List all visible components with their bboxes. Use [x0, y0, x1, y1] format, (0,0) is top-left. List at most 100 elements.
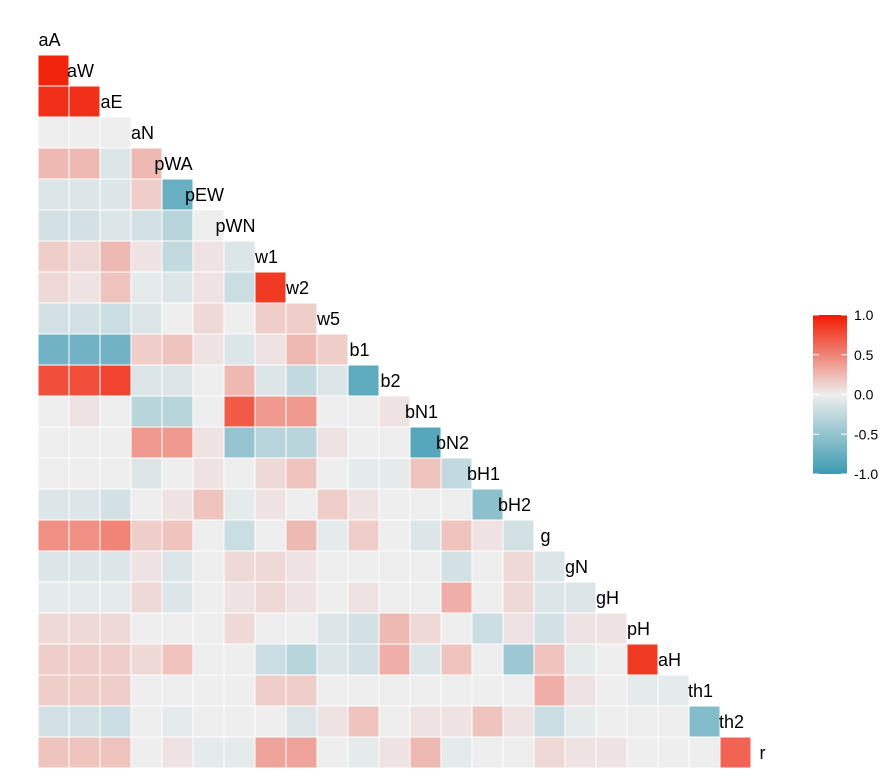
- heatmap-cell-b1-aA: [37, 333, 70, 366]
- heatmap-cell-w5-aW: [68, 302, 101, 335]
- heatmap-cell-pH-gN: [564, 612, 597, 645]
- heatmap-cell-th1-pWA: [161, 674, 194, 707]
- heatmap-cell-w5-pEW: [192, 302, 225, 335]
- heatmap-cell-w5-aN: [130, 302, 163, 335]
- heatmap-cell-g-w1: [254, 519, 287, 552]
- heatmap-cell-gH-b2: [378, 581, 411, 614]
- heatmap-cell-gH-w1: [254, 581, 287, 614]
- heatmap-cell-gN-w1: [254, 550, 287, 583]
- heatmap-cell-gH-aN: [130, 581, 163, 614]
- heatmap-cell-aE-aA: [37, 85, 70, 118]
- heatmap-cell-bH1-b1: [347, 457, 380, 490]
- heatmap-cell-bH2-aN: [130, 488, 163, 521]
- heatmap-cell-b1-pWN: [223, 333, 256, 366]
- heatmap-cell-w2-aA: [37, 271, 70, 304]
- heatmap-cell-bN2-w1: [254, 426, 287, 459]
- heatmap-cell-b2-w1: [254, 364, 287, 397]
- heatmap-cell-th2-aH: [657, 705, 690, 738]
- heatmap-cell-aH-pEW: [192, 643, 225, 676]
- heatmap-cell-w2-pWN: [223, 271, 256, 304]
- heatmap-cell-bN1-b1: [347, 395, 380, 428]
- variable-label-b1: b1: [349, 340, 369, 360]
- variable-label-r: r: [760, 743, 766, 763]
- heatmap-cell-bH2-w2: [285, 488, 318, 521]
- heatmap-cell-th1-aA: [37, 674, 70, 707]
- heatmap-cell-aH-pWN: [223, 643, 256, 676]
- heatmap-cell-r-th2: [719, 736, 752, 769]
- variable-label-aW: aW: [67, 61, 94, 81]
- heatmap-cell-aH-bH2: [502, 643, 535, 676]
- variable-label-aH: aH: [658, 650, 681, 670]
- heatmap-cell-gN-bH1: [471, 550, 504, 583]
- heatmap-cell-aH-b1: [347, 643, 380, 676]
- heatmap-cell-w1-pWN: [223, 240, 256, 273]
- heatmap-cell-aH-bH1: [471, 643, 504, 676]
- heatmap-cell-r-w1: [254, 736, 287, 769]
- heatmap-cell-aH-w5: [316, 643, 349, 676]
- heatmap-cell-gH-b1: [347, 581, 380, 614]
- heatmap-cell-r-bN2: [440, 736, 473, 769]
- heatmap-cell-gN-b2: [378, 550, 411, 583]
- heatmap-cell-bN1-aA: [37, 395, 70, 428]
- heatmap-cell-th2-bH1: [471, 705, 504, 738]
- heatmap-cell-pWN-aW: [68, 209, 101, 242]
- heatmap-cell-g-bH1: [471, 519, 504, 552]
- heatmap-cell-bH1-aN: [130, 457, 163, 490]
- heatmap-cell-gN-w5: [316, 550, 349, 583]
- heatmap-cell-bH2-pEW: [192, 488, 225, 521]
- heatmap-cell-th1-aE: [99, 674, 132, 707]
- heatmap-cell-b2-w5: [316, 364, 349, 397]
- heatmap-cell-aH-aA: [37, 643, 70, 676]
- heatmap-cell-bN2-w2: [285, 426, 318, 459]
- heatmap-cell-bN2-w5: [316, 426, 349, 459]
- heatmap-cell-bN1-w2: [285, 395, 318, 428]
- heatmap-cell-bH1-aE: [99, 457, 132, 490]
- heatmap-cell-r-w2: [285, 736, 318, 769]
- heatmap-cell-w1-aN: [130, 240, 163, 273]
- heatmap-cell-gN-pWN: [223, 550, 256, 583]
- heatmap-cell-aW-aA: [37, 54, 70, 87]
- heatmap-cell-gH-w5: [316, 581, 349, 614]
- heatmap-cell-r-pWA: [161, 736, 194, 769]
- heatmap-cell-th1-bN2: [440, 674, 473, 707]
- heatmap-cell-pEW-aE: [99, 178, 132, 211]
- heatmap-cell-b2-pEW: [192, 364, 225, 397]
- heatmap-cell-aH-g: [533, 643, 566, 676]
- heatmap-cell-pH-aE: [99, 612, 132, 645]
- heatmap-cell-pWN-pWA: [161, 209, 194, 242]
- heatmap-cell-pH-aA: [37, 612, 70, 645]
- heatmap-cell-g-aA: [37, 519, 70, 552]
- heatmap-cell-w1-pEW: [192, 240, 225, 273]
- heatmap-cell-w5-aE: [99, 302, 132, 335]
- heatmap-cell-g-bN1: [409, 519, 442, 552]
- heatmap-cell-bN1-pEW: [192, 395, 225, 428]
- heatmap-cell-th1-w2: [285, 674, 318, 707]
- heatmap-cell-bN1-w5: [316, 395, 349, 428]
- heatmap-cell-pH-b1: [347, 612, 380, 645]
- legend-tick-label: 1.0: [854, 307, 874, 323]
- heatmap-cell-w2-aE: [99, 271, 132, 304]
- heatmap-cell-pWA-aA: [37, 147, 70, 180]
- heatmap-cell-r-pH: [626, 736, 659, 769]
- heatmap-cell-g-aW: [68, 519, 101, 552]
- heatmap-cell-b2-aA: [37, 364, 70, 397]
- heatmap-cell-aH-gH: [595, 643, 628, 676]
- heatmap-cell-r-gH: [595, 736, 628, 769]
- heatmap-cell-th1-b1: [347, 674, 380, 707]
- heatmap-cell-pEW-aA: [37, 178, 70, 211]
- heatmap-cell-r-bH1: [471, 736, 504, 769]
- heatmap-cell-th2-bN1: [409, 705, 442, 738]
- heatmap-cell-th1-bN1: [409, 674, 442, 707]
- heatmap-cell-th1-gH: [595, 674, 628, 707]
- heatmap-cell-pWA-aN: [130, 147, 163, 180]
- heatmap-cell-b1-aE: [99, 333, 132, 366]
- heatmap-cell-bN2-pWN: [223, 426, 256, 459]
- variable-label-aN: aN: [131, 123, 154, 143]
- heatmap-cell-pEW-aN: [130, 178, 163, 211]
- heatmap-cell-bN2-aE: [99, 426, 132, 459]
- variable-label-gH: gH: [596, 588, 619, 608]
- legend-tick-label: 0.5: [854, 347, 874, 363]
- heatmap-cell-bH1-pWN: [223, 457, 256, 490]
- heatmap-cell-r-th1: [688, 736, 721, 769]
